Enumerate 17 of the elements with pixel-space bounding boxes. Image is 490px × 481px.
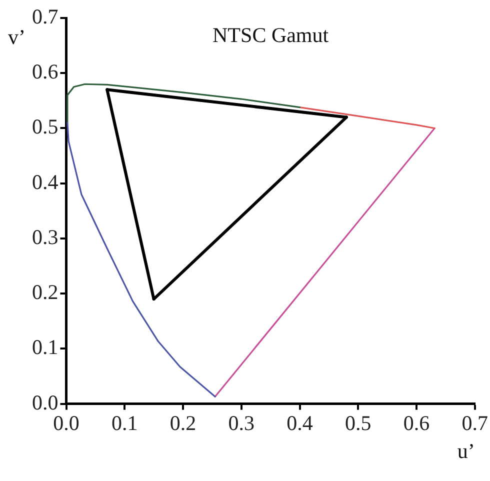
y-tick-label: 0.6 — [32, 60, 58, 84]
x-tick-label: 0.1 — [112, 410, 138, 435]
x-tick-label: 0.5 — [345, 410, 372, 435]
y-tick-label: 0.4 — [32, 170, 59, 194]
x-tick-label: 0.3 — [228, 410, 254, 435]
x-axis-title: u’ — [457, 438, 475, 463]
y-tick-label: 0.3 — [32, 224, 58, 249]
y-tick-label: 0.7 — [32, 4, 58, 29]
x-tick-label: 0.4 — [286, 410, 314, 435]
y-axis-title: v’ — [8, 25, 26, 50]
x-tick-label: 0.6 — [403, 410, 430, 435]
y-tick-label: 0.5 — [32, 114, 58, 139]
x-tick-label: 0.2 — [170, 410, 196, 435]
y-tick-label: 0.1 — [32, 335, 58, 360]
x-tick-label: 0.7 — [462, 410, 488, 435]
chart-title: NTSC Gamut — [212, 23, 329, 48]
y-tick-label: 0.2 — [32, 280, 58, 304]
